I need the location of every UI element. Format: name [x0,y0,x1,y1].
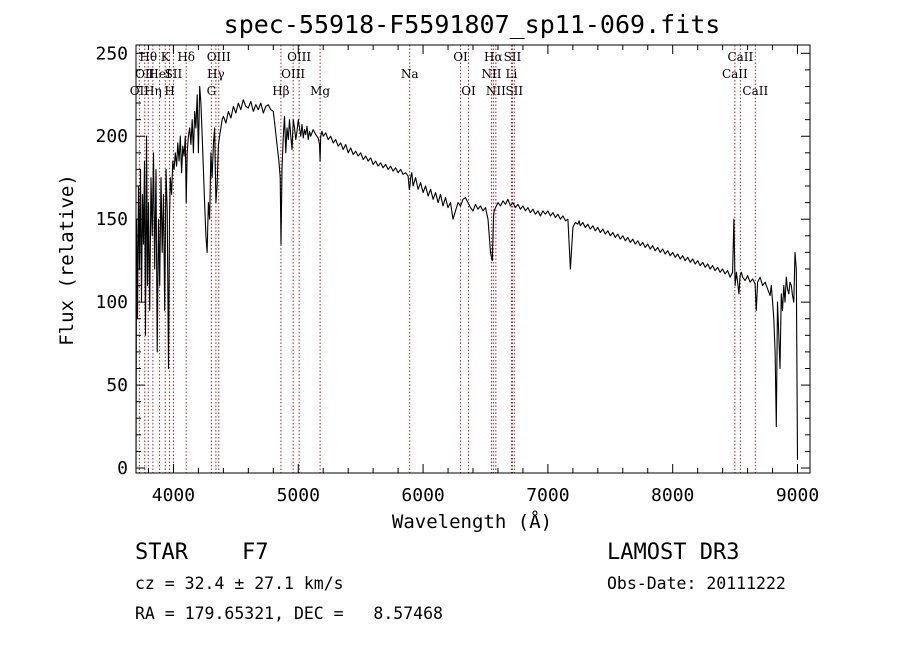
line-label: OI [453,50,468,64]
object-class: STAR [135,540,189,565]
line-label: OII [130,84,150,98]
line-label: Mg [310,84,330,98]
chart-title: spec-55918-F5591807_sp11-069.fits [224,10,721,39]
x-axis-ticks: 4000 5000 6000 7000 8000 9000 [147,45,819,506]
line-label: NII [481,67,501,81]
line-label: Hδ [177,50,195,64]
survey-name: LAMOST DR3 [607,540,739,565]
line-label: Hβ [272,84,289,98]
x-tick-label: 8000 [651,485,694,506]
line-label: Na [401,67,419,81]
x-axis-label: Wavelength (Å) [392,510,552,533]
flux-series-line [135,85,799,469]
line-label: CaII [722,67,748,81]
coordinates: RA = 179.65321, DEC = 8.57468 [135,604,443,623]
y-tick-label: 150 [95,209,128,230]
x-tick-label: 9000 [776,485,819,506]
line-label: Hγ [207,67,225,81]
line-label: OI [461,84,476,98]
observation-date: Obs-Date: 20111222 [607,574,786,593]
line-label: CaII [742,84,768,98]
line-label: Hα [484,50,503,64]
line-label: Hθ [139,50,157,64]
line-label: OII [135,67,155,81]
y-tick-label: 100 [95,292,128,313]
y-tick-label: 250 [95,43,128,64]
redshift-velocity: cz = 32.4 ± 27.1 km/s [135,574,344,593]
line-label: H [164,84,174,98]
object-subclass: F7 [242,540,269,565]
y-tick-label: 200 [95,126,128,147]
line-label: SII [505,84,523,98]
spectral-line-markers [138,45,756,473]
line-label: OIII [287,50,311,64]
line-label: SII [504,50,522,64]
x-tick-label: 7000 [526,485,569,506]
spectral-line-labels: OII OII Hθ Hη HeI K H SII Hδ G Hγ OIII Hβ OIII OIII Mg N… [130,50,769,98]
line-label: OIII [207,50,231,64]
x-tick-label: 4000 [152,485,195,506]
y-axis-label: Flux (relative) [56,174,78,346]
line-label: G [207,84,217,98]
line-label: OIII [281,67,305,81]
x-tick-label: 6000 [401,485,444,506]
x-tick-label: 5000 [277,485,320,506]
line-label: NII [486,84,506,98]
line-label: Li [506,67,518,81]
y-axis-ticks: 0 50 100 150 200 250 [95,43,810,479]
y-tick-label: 50 [106,375,128,396]
line-label: Hη [144,84,162,98]
y-tick-label: 0 [117,458,128,479]
line-label: SII [165,67,183,81]
line-label: HeI [148,67,171,81]
line-label: K [161,50,171,64]
line-label: CaII [727,50,753,64]
